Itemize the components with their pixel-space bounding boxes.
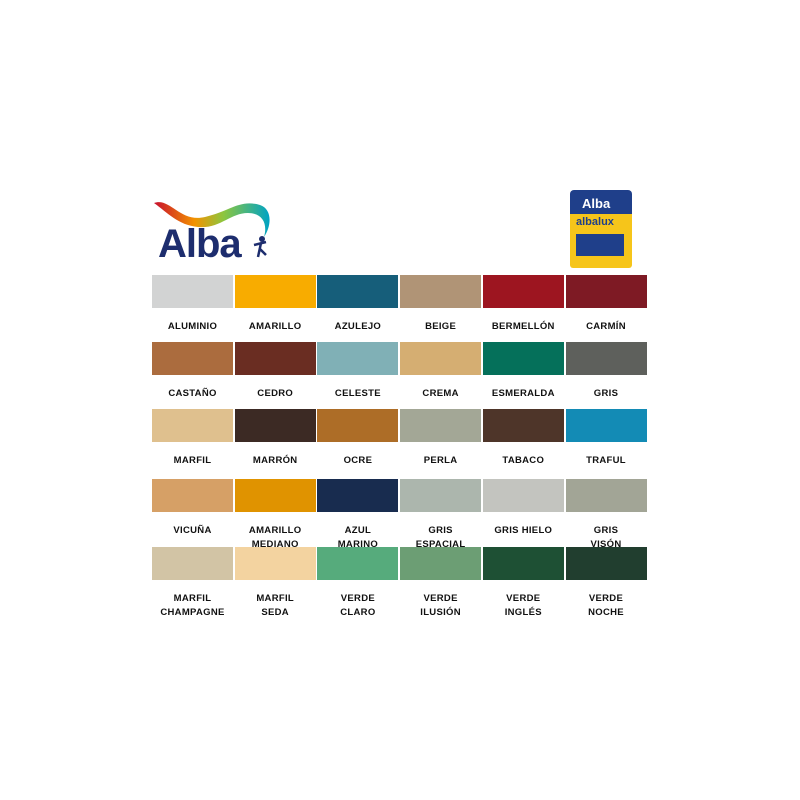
color-name: MARFIL: [173, 455, 212, 466]
color-name: ALUMINIO: [167, 321, 218, 332]
color-name: VERDE CLARO: [340, 593, 376, 618]
color-swatch-item: ESMERALDA: [482, 342, 564, 401]
color-swatch: [400, 409, 482, 442]
albalux-paint-can: Alba albalux: [568, 190, 634, 270]
color-swatch: [400, 547, 482, 580]
color-swatch-item: TRAFUL: [565, 409, 647, 468]
color-name: AZULEJO: [334, 321, 382, 332]
color-swatch-item: VERDE ILUSIÓN: [400, 547, 482, 620]
color-swatch-item: CASTAÑO: [152, 342, 233, 401]
color-swatch: [317, 409, 399, 442]
color-swatch-item: CARMÍN: [565, 275, 647, 334]
color-name: AZUL MARINO: [337, 525, 379, 550]
color-name: BEIGE: [425, 321, 457, 332]
can-product-name: albalux: [576, 216, 614, 228]
color-swatch-item: VICUÑA: [152, 479, 233, 538]
color-swatch: [152, 275, 233, 308]
color-swatch: [482, 342, 564, 375]
color-name: GRIS HIELO: [494, 525, 553, 536]
color-swatch-item: PERLA: [400, 409, 482, 468]
color-swatch: [234, 479, 316, 512]
color-swatch: [565, 479, 647, 512]
color-swatch-item: MARFIL CHAMPAGNE: [152, 547, 233, 620]
color-name: CASTAÑO: [168, 388, 217, 399]
color-swatch-item: GRIS VISÓN: [565, 479, 647, 552]
color-swatch-item: VERDE CLARO: [317, 547, 399, 620]
color-swatch: [565, 547, 647, 580]
color-name: AMARILLO: [248, 321, 302, 332]
color-swatch-item: BERMELLÓN: [482, 275, 564, 334]
color-swatch: [565, 409, 647, 442]
color-swatch: [565, 342, 647, 375]
color-swatch: [234, 275, 316, 308]
color-swatch: [317, 547, 399, 580]
color-name: GRIS ESPACIAL: [415, 525, 466, 550]
color-name: MARFIL SEDA: [256, 593, 295, 618]
color-swatch-item: MARFIL: [152, 409, 233, 468]
color-swatch: [317, 342, 399, 375]
color-name: CEDRO: [257, 388, 294, 399]
color-swatch-item: VERDE INGLÉS: [482, 547, 564, 620]
color-swatch-item: GRIS: [565, 342, 647, 401]
color-name: GRIS: [593, 388, 619, 399]
color-swatch-item: ALUMINIO: [152, 275, 233, 334]
color-swatch-item: BEIGE: [400, 275, 482, 334]
color-swatch-item: AZULEJO: [317, 275, 399, 334]
color-swatch-item: OCRE: [317, 409, 399, 468]
color-swatch: [152, 479, 233, 512]
color-swatch: [152, 547, 233, 580]
color-swatch-item: AMARILLO: [234, 275, 316, 334]
color-name: MARFIL CHAMPAGNE: [160, 593, 225, 618]
color-swatch: [482, 275, 564, 308]
color-swatch: [482, 409, 564, 442]
color-swatch: [317, 275, 399, 308]
color-name: OCRE: [343, 455, 373, 466]
alba-logo-text: Alba: [158, 222, 242, 266]
color-swatch: [482, 479, 564, 512]
color-swatch: [317, 479, 399, 512]
color-name: VERDE ILUSIÓN: [420, 593, 461, 618]
color-name: PERLA: [423, 455, 458, 466]
color-name: BERMELLÓN: [491, 321, 555, 332]
color-swatch-item: TABACO: [482, 409, 564, 468]
color-swatch-item: AMARILLO MEDIANO: [234, 479, 316, 552]
color-name: VERDE NOCHE: [588, 593, 624, 618]
color-name: TRAFUL: [586, 455, 626, 466]
color-name: MARRÓN: [252, 455, 298, 466]
color-name: ESMERALDA: [491, 388, 555, 399]
color-name: TABACO: [502, 455, 545, 466]
can-brand: Alba: [582, 196, 611, 211]
color-swatch: [152, 409, 233, 442]
color-swatch: [234, 547, 316, 580]
color-swatch-item: CREMA: [400, 342, 482, 401]
color-swatch-item: AZUL MARINO: [317, 479, 399, 552]
color-name: VERDE INGLÉS: [504, 593, 542, 618]
color-name: CELESTE: [334, 388, 381, 399]
color-swatch: [565, 275, 647, 308]
color-swatch: [400, 479, 482, 512]
color-swatch-item: VERDE NOCHE: [565, 547, 647, 620]
color-swatch: [400, 342, 482, 375]
color-swatch-item: MARFIL SEDA: [234, 547, 316, 620]
color-name: VICUÑA: [173, 525, 212, 536]
color-swatch-item: MARRÓN: [234, 409, 316, 468]
alba-logo-swirl: [154, 202, 270, 258]
color-swatch: [482, 547, 564, 580]
color-name: GRIS VISÓN: [590, 525, 622, 550]
color-swatch-item: CEDRO: [234, 342, 316, 401]
color-swatch: [234, 409, 316, 442]
color-swatch-item: GRIS ESPACIAL: [400, 479, 482, 552]
color-swatch-item: CELESTE: [317, 342, 399, 401]
color-swatch-item: GRIS HIELO: [482, 479, 564, 538]
color-swatch: [152, 342, 233, 375]
color-swatch: [234, 342, 316, 375]
color-name: CARMÍN: [586, 321, 626, 332]
color-swatch: [400, 275, 482, 308]
color-name: CREMA: [422, 388, 459, 399]
color-name: AMARILLO MEDIANO: [248, 525, 302, 550]
